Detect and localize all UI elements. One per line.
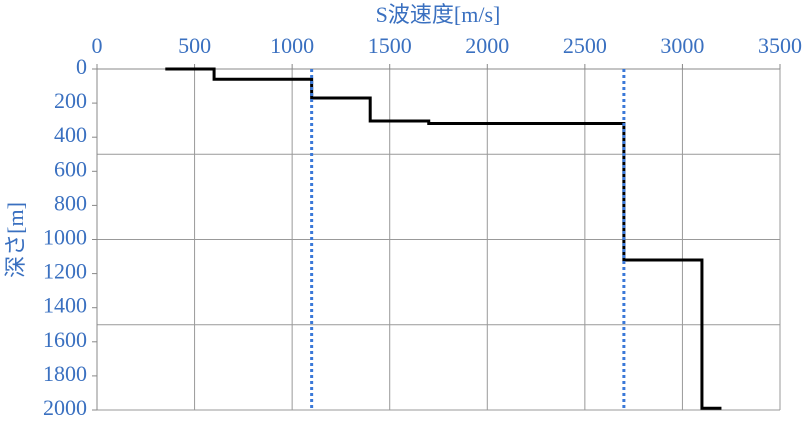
profile-line xyxy=(165,67,722,410)
y-tick-label: 600 xyxy=(54,156,87,181)
y-tick-label: 0 xyxy=(76,54,87,79)
x-tick-label: 2000 xyxy=(465,33,509,58)
y-tick-label: 1200 xyxy=(43,259,87,284)
y-tick-label: 800 xyxy=(54,190,87,215)
x-axis-label: S波速度[m/s] xyxy=(376,2,501,27)
y-tick-label: 2000 xyxy=(43,395,87,420)
x-tick-label: 3000 xyxy=(660,33,704,58)
x-tick-label: 2500 xyxy=(563,33,607,58)
y-tick-label: 200 xyxy=(54,88,87,113)
x-tick-label: 1500 xyxy=(368,33,412,58)
y-tick-label: 1000 xyxy=(43,225,87,250)
y-axis-label: 深さ[m] xyxy=(3,202,28,278)
y-tick-label: 1600 xyxy=(43,327,87,352)
x-tick-label: 1000 xyxy=(270,33,314,58)
x-tick-label: 3500 xyxy=(758,33,802,58)
y-tick-label: 1400 xyxy=(43,293,87,318)
y-tick-label: 1800 xyxy=(43,361,87,386)
x-tick-label: 0 xyxy=(92,33,103,58)
y-tick-label: 400 xyxy=(54,122,87,147)
x-tick-label: 500 xyxy=(178,33,211,58)
